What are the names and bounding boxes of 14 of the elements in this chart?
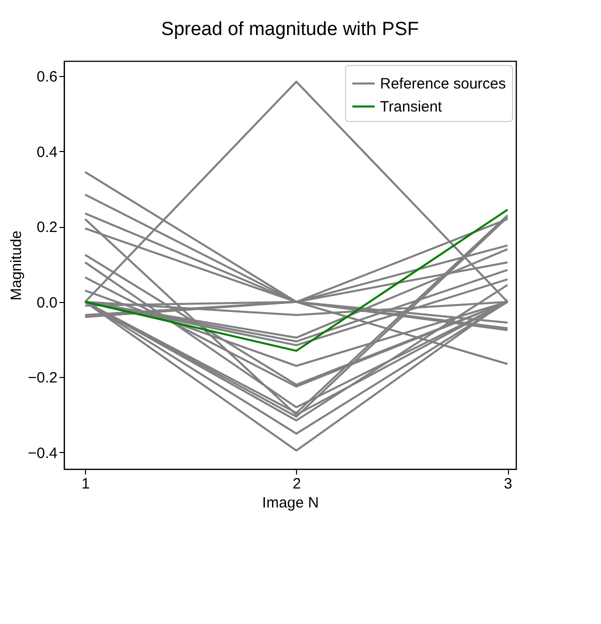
legend-label: Transient — [380, 98, 443, 116]
x-tick-label: 3 — [504, 476, 512, 492]
y-tick-label: 0.4 — [36, 144, 58, 161]
x-axis-title: Image N — [262, 494, 319, 512]
legend-label: Reference sources — [380, 76, 506, 92]
y-tick-label: 0.6 — [36, 68, 58, 86]
y-tick-label: 0.0 — [36, 294, 58, 312]
y-axis-title: Magnitude — [8, 230, 25, 301]
x-tick-label: 2 — [292, 476, 302, 492]
x-tick-label: 1 — [81, 476, 90, 492]
y-tick-label: 0.2 — [36, 219, 58, 236]
chart-title: Spread of magnitude with PSF — [161, 19, 419, 40]
y-tick-label: −0.2 — [28, 370, 58, 387]
y-tick-label: −0.4 — [28, 444, 58, 462]
